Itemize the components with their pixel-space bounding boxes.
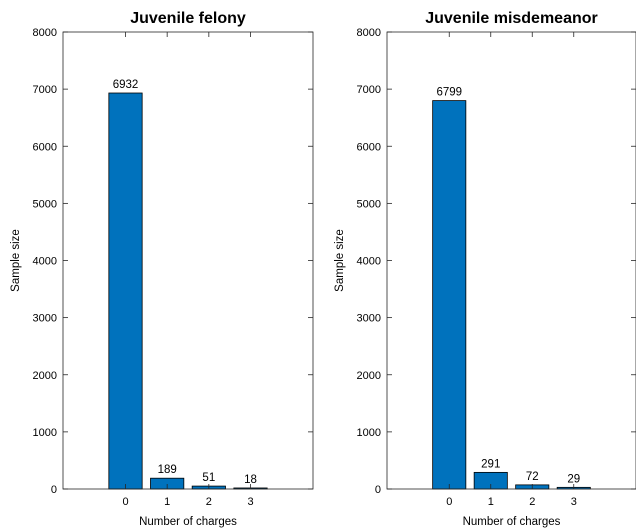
x-tick-label: 3 [247, 496, 253, 508]
bar-0 [108, 92, 143, 490]
plot-area [387, 32, 636, 489]
data-label-2: 72 [526, 471, 539, 483]
y-tick-label: 2000 [357, 370, 381, 382]
x-tick-label: 0 [122, 496, 128, 508]
chart-title: Juvenile misdemeanor [425, 10, 598, 27]
x-tick-label: 0 [446, 496, 452, 508]
y-tick-label: 6000 [357, 141, 381, 153]
y-tick-label: 7000 [357, 84, 381, 96]
data-label-1: 291 [481, 458, 500, 470]
chart-panel-2: 0 1000 2000 3000 4000 5000 6000 7000 8000 0 1 2 3 679… [334, 10, 636, 528]
x-tick-label: 2 [206, 496, 212, 508]
chart-panel-1: 0 1000 2000 3000 4000 5000 6000 7000 8000 0 1 2 3 693… [10, 10, 314, 528]
y-tick-label: 0 [375, 484, 381, 496]
x-tick-label: 1 [488, 496, 494, 508]
y-tick-label: 8000 [33, 27, 57, 39]
x-axis-label: Number of charges [139, 516, 237, 528]
plot-area [63, 32, 313, 489]
y-tick-label: 1000 [33, 427, 57, 439]
y-tick-label: 7000 [33, 84, 57, 96]
y-tick-label: 3000 [357, 313, 381, 325]
x-axis-label: Number of charges [463, 516, 561, 528]
y-tick-label: 3000 [33, 313, 57, 325]
chart-title: Juvenile felony [130, 10, 246, 27]
y-tick-label: 4000 [357, 256, 381, 268]
data-label-3: 29 [567, 473, 580, 485]
y-tick-label: 0 [51, 484, 57, 496]
y-tick-label: 4000 [33, 256, 57, 268]
data-label-0: 6932 [113, 79, 139, 91]
y-tick-label: 8000 [357, 27, 381, 39]
x-tick-label: 1 [164, 496, 170, 508]
data-label-2: 51 [202, 472, 215, 484]
bar-0 [432, 100, 467, 490]
data-label-0: 6799 [436, 87, 462, 99]
data-label-3: 18 [244, 474, 257, 486]
x-tick-label: 3 [571, 496, 577, 508]
y-tick-label: 5000 [357, 198, 381, 210]
y-axis-label: Sample size [334, 229, 346, 292]
x-tick-label: 2 [529, 496, 535, 508]
y-tick-label: 1000 [357, 427, 381, 439]
y-tick-label: 2000 [33, 370, 57, 382]
y-tick-label: 6000 [33, 141, 57, 153]
y-axis-label: Sample size [10, 229, 22, 292]
y-tick-label: 5000 [33, 198, 57, 210]
data-label-1: 189 [158, 464, 177, 476]
